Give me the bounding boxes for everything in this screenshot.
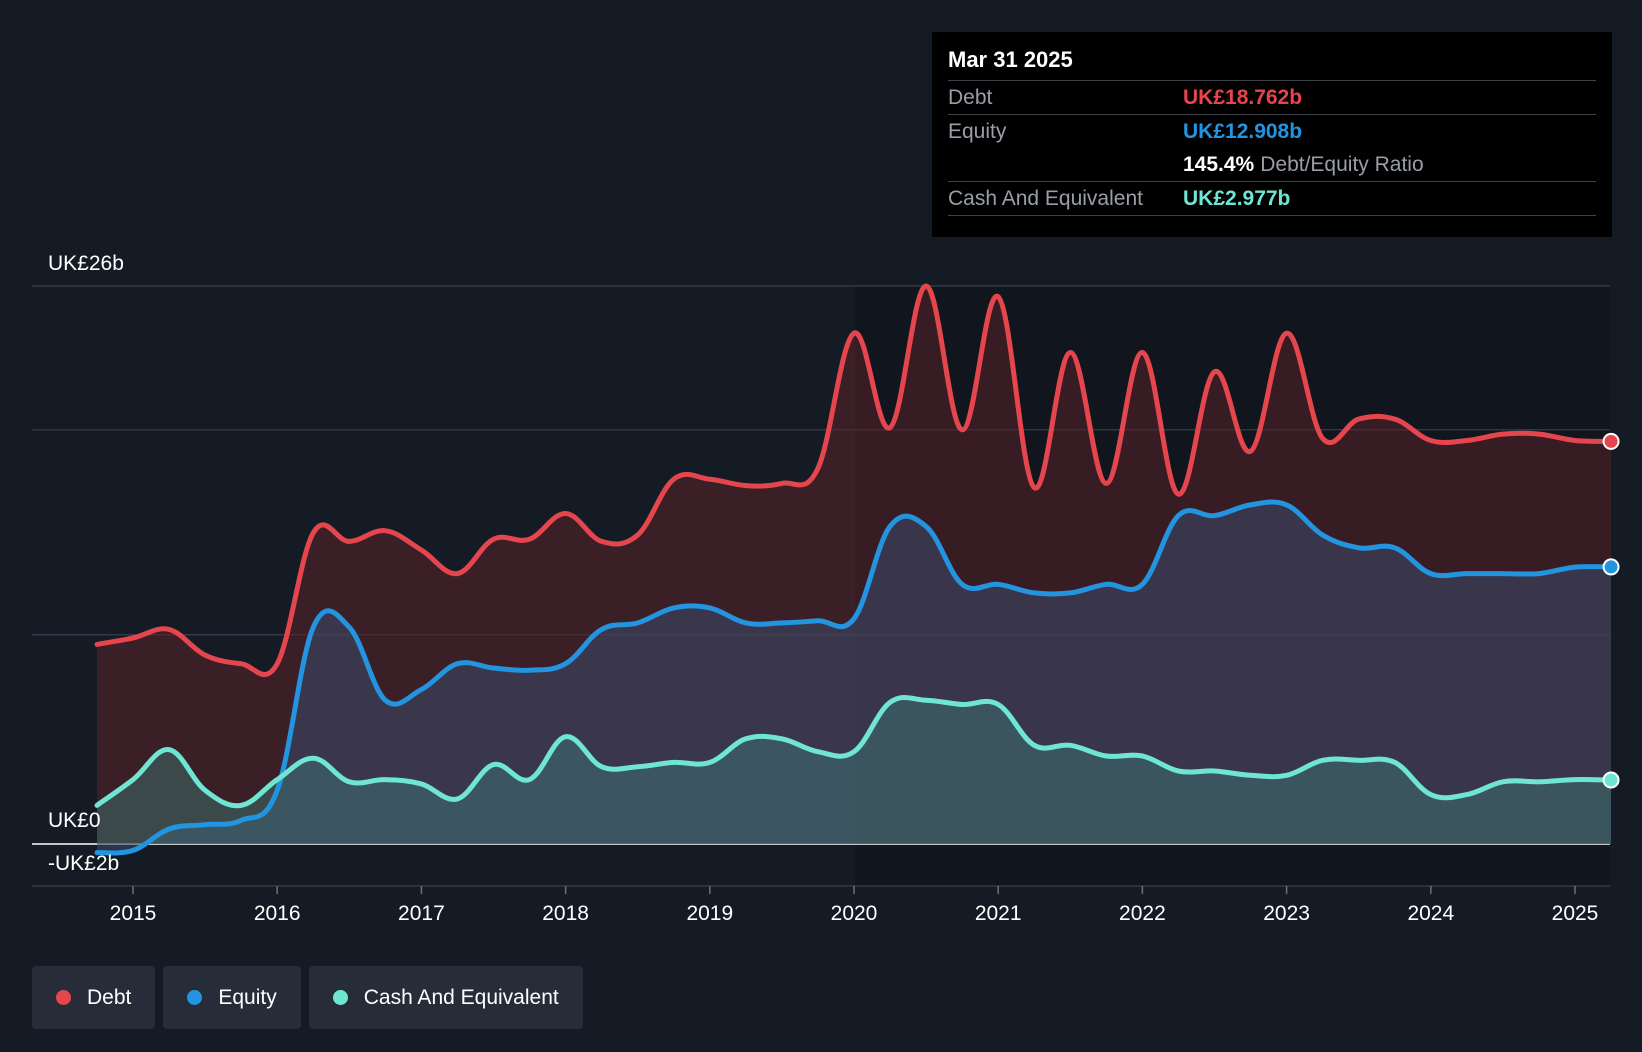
tooltip-debt-value: UK£18.762b [1183,85,1303,109]
tooltip-ratio-label: Debt/Equity Ratio [1260,152,1424,176]
x-tick-label-2019: 2019 [686,902,733,925]
x-tick-label-2015: 2015 [110,902,157,925]
x-tick-label-2016: 2016 [254,902,301,925]
area-equity [97,502,1611,853]
tooltip-date: Mar 31 2025 [948,47,1073,72]
legend-dot-debt [56,990,71,1005]
legend-label-debt: Debt [87,985,132,1009]
line-debt [94,283,1614,678]
tooltip-equity-label: Equity [948,119,1007,143]
x-axis-ticks: 2015 2016 2017 2018 2019 2020 2021 2022 2023 2024… [110,886,1599,925]
tooltip-cash-value: UK£2.977b [1183,186,1291,210]
series-lines [94,283,1614,856]
x-tick-label-2018: 2018 [542,902,589,925]
line-cash-and-equivalent [94,695,1614,809]
area-cash-and-equivalent [97,697,1611,844]
legend-label-cash: Cash And Equivalent [363,985,559,1009]
legend-label-equity: Equity [218,985,277,1009]
tooltip-equity-row: Equity UK£12.908b [948,114,1596,148]
tooltip-cash-label: Cash And Equivalent [948,186,1143,210]
legend-item-equity[interactable]: Equity [163,966,301,1029]
end-marker-debt [1602,432,1620,450]
tooltip-debt-label: Debt [948,85,993,109]
tooltip-ratio-value: 145.4% [1183,152,1255,176]
tooltip-cash-row: Cash And Equivalent UK£2.977b [948,181,1596,216]
end-marker-equity [1602,558,1620,576]
line-equity [94,499,1614,856]
x-tick-label-2023: 2023 [1263,902,1310,925]
y-label-zero: UK£0 [48,809,101,832]
legend: Debt Equity Cash And Equivalent [32,966,583,1029]
tooltip-debt-row: Debt UK£18.762b [948,80,1596,114]
end-marker-cash-and-equivalent [1602,771,1620,789]
legend-item-cash[interactable]: Cash And Equivalent [308,966,583,1029]
tooltip-ratio-row: 145.4% Debt/Equity Ratio [948,148,1596,181]
series-areas [97,285,1611,853]
tooltip-panel: Mar 31 2025 Debt UK£18.762b Equity UK£12… [932,32,1612,237]
x-tick-label-2024: 2024 [1407,902,1454,925]
legend-item-debt[interactable]: Debt [32,966,156,1029]
x-tick-label-2022: 2022 [1119,902,1166,925]
x-tick-label-2021: 2021 [975,902,1022,925]
legend-dot-equity [187,990,203,1005]
y-label-top: UK£26b [48,252,124,275]
x-tick-label-2017: 2017 [398,902,445,925]
x-tick-label-2020: 2020 [831,902,878,925]
end-markers [1602,432,1620,789]
y-label-bottom: -UK£2b [48,852,119,875]
x-tick-label-2025: 2025 [1552,902,1599,925]
tooltip-equity-value: UK£12.908b [1183,119,1303,143]
legend-dot-cash [332,990,348,1005]
